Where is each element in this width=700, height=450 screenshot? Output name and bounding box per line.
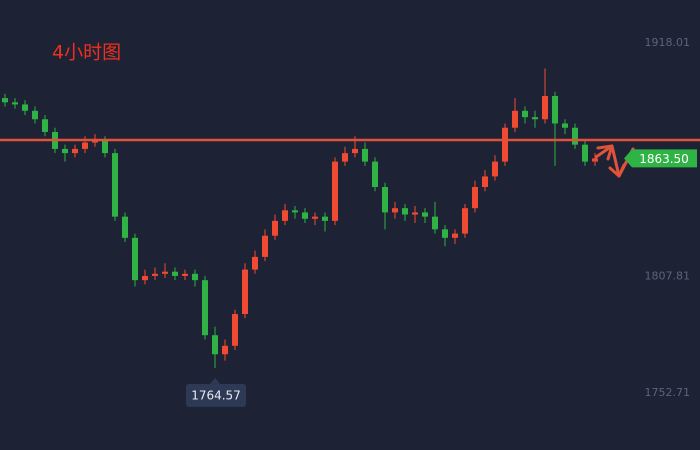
- candle-body: [352, 148, 358, 154]
- candle-body: [32, 110, 38, 120]
- candle-body: [122, 216, 128, 238]
- candle-body: [222, 345, 228, 355]
- candle-body: [472, 187, 478, 209]
- candle-body: [272, 220, 278, 236]
- candle-body: [482, 176, 488, 188]
- y-tick-label: 1807.81: [645, 269, 691, 282]
- candle-body: [62, 148, 68, 154]
- candle-body: [332, 161, 338, 221]
- candle-body: [562, 123, 568, 128]
- candle-body: [582, 144, 588, 162]
- candle-body: [552, 95, 558, 124]
- candle-body: [102, 140, 108, 154]
- candle-body: [92, 140, 98, 143]
- candle-body: [2, 98, 8, 103]
- candle-body: [512, 110, 518, 128]
- candle-body: [202, 280, 208, 336]
- candle-body: [362, 148, 368, 162]
- arrow-head: [608, 163, 626, 178]
- candle-body: [502, 127, 508, 162]
- candle-body: [132, 237, 138, 281]
- candle-body: [522, 110, 528, 118]
- price-tag-label: 1863.50: [639, 152, 689, 166]
- low-marker-label: 1764.57: [191, 388, 241, 402]
- y-tick-label: 1918.01: [645, 36, 691, 49]
- candle-body: [282, 210, 288, 221]
- chart-title: 4小时图: [52, 42, 121, 64]
- candle-body: [242, 269, 248, 315]
- candle-body: [42, 119, 48, 132]
- candle-body: [322, 216, 328, 221]
- candle-body: [442, 229, 448, 238]
- candle-body: [172, 271, 178, 276]
- candle-body: [182, 273, 188, 276]
- candle-body: [142, 275, 148, 281]
- candle-body: [292, 210, 298, 213]
- candle-body: [492, 161, 498, 177]
- forecast-arrows: [594, 144, 635, 178]
- candle-body: [262, 235, 268, 257]
- candle-body: [22, 104, 28, 111]
- candle-body: [312, 216, 318, 219]
- candle-body: [232, 314, 238, 346]
- candle-body: [382, 187, 388, 213]
- candle-body: [342, 153, 348, 162]
- candle-body: [592, 158, 598, 162]
- low-marker-pointer: [210, 377, 220, 384]
- candle-body: [462, 208, 468, 234]
- candle-body: [542, 95, 548, 120]
- candle-body: [392, 208, 398, 213]
- forecast-path: [594, 144, 635, 178]
- candle-body: [572, 127, 578, 145]
- arrow-head: [596, 144, 614, 161]
- candle-body: [452, 233, 458, 238]
- candle-body: [252, 256, 258, 270]
- candle-body: [82, 142, 88, 149]
- y-tick-label: 1752.71: [645, 386, 691, 399]
- price-tag: [624, 149, 697, 168]
- candle-body: [532, 117, 538, 120]
- candle-body: [152, 273, 158, 276]
- candle-body: [12, 102, 18, 105]
- candle-body: [402, 208, 408, 215]
- candle-body: [212, 335, 218, 355]
- candle-body: [422, 212, 428, 217]
- candle-body: [192, 273, 198, 281]
- candle-body: [432, 216, 438, 230]
- candle-body: [72, 148, 78, 154]
- candle-body: [372, 161, 378, 188]
- low-marker-box: [186, 383, 246, 407]
- candle-body: [302, 212, 308, 219]
- candle-body: [112, 153, 118, 217]
- candle-body: [162, 271, 168, 274]
- candle-body: [412, 212, 418, 215]
